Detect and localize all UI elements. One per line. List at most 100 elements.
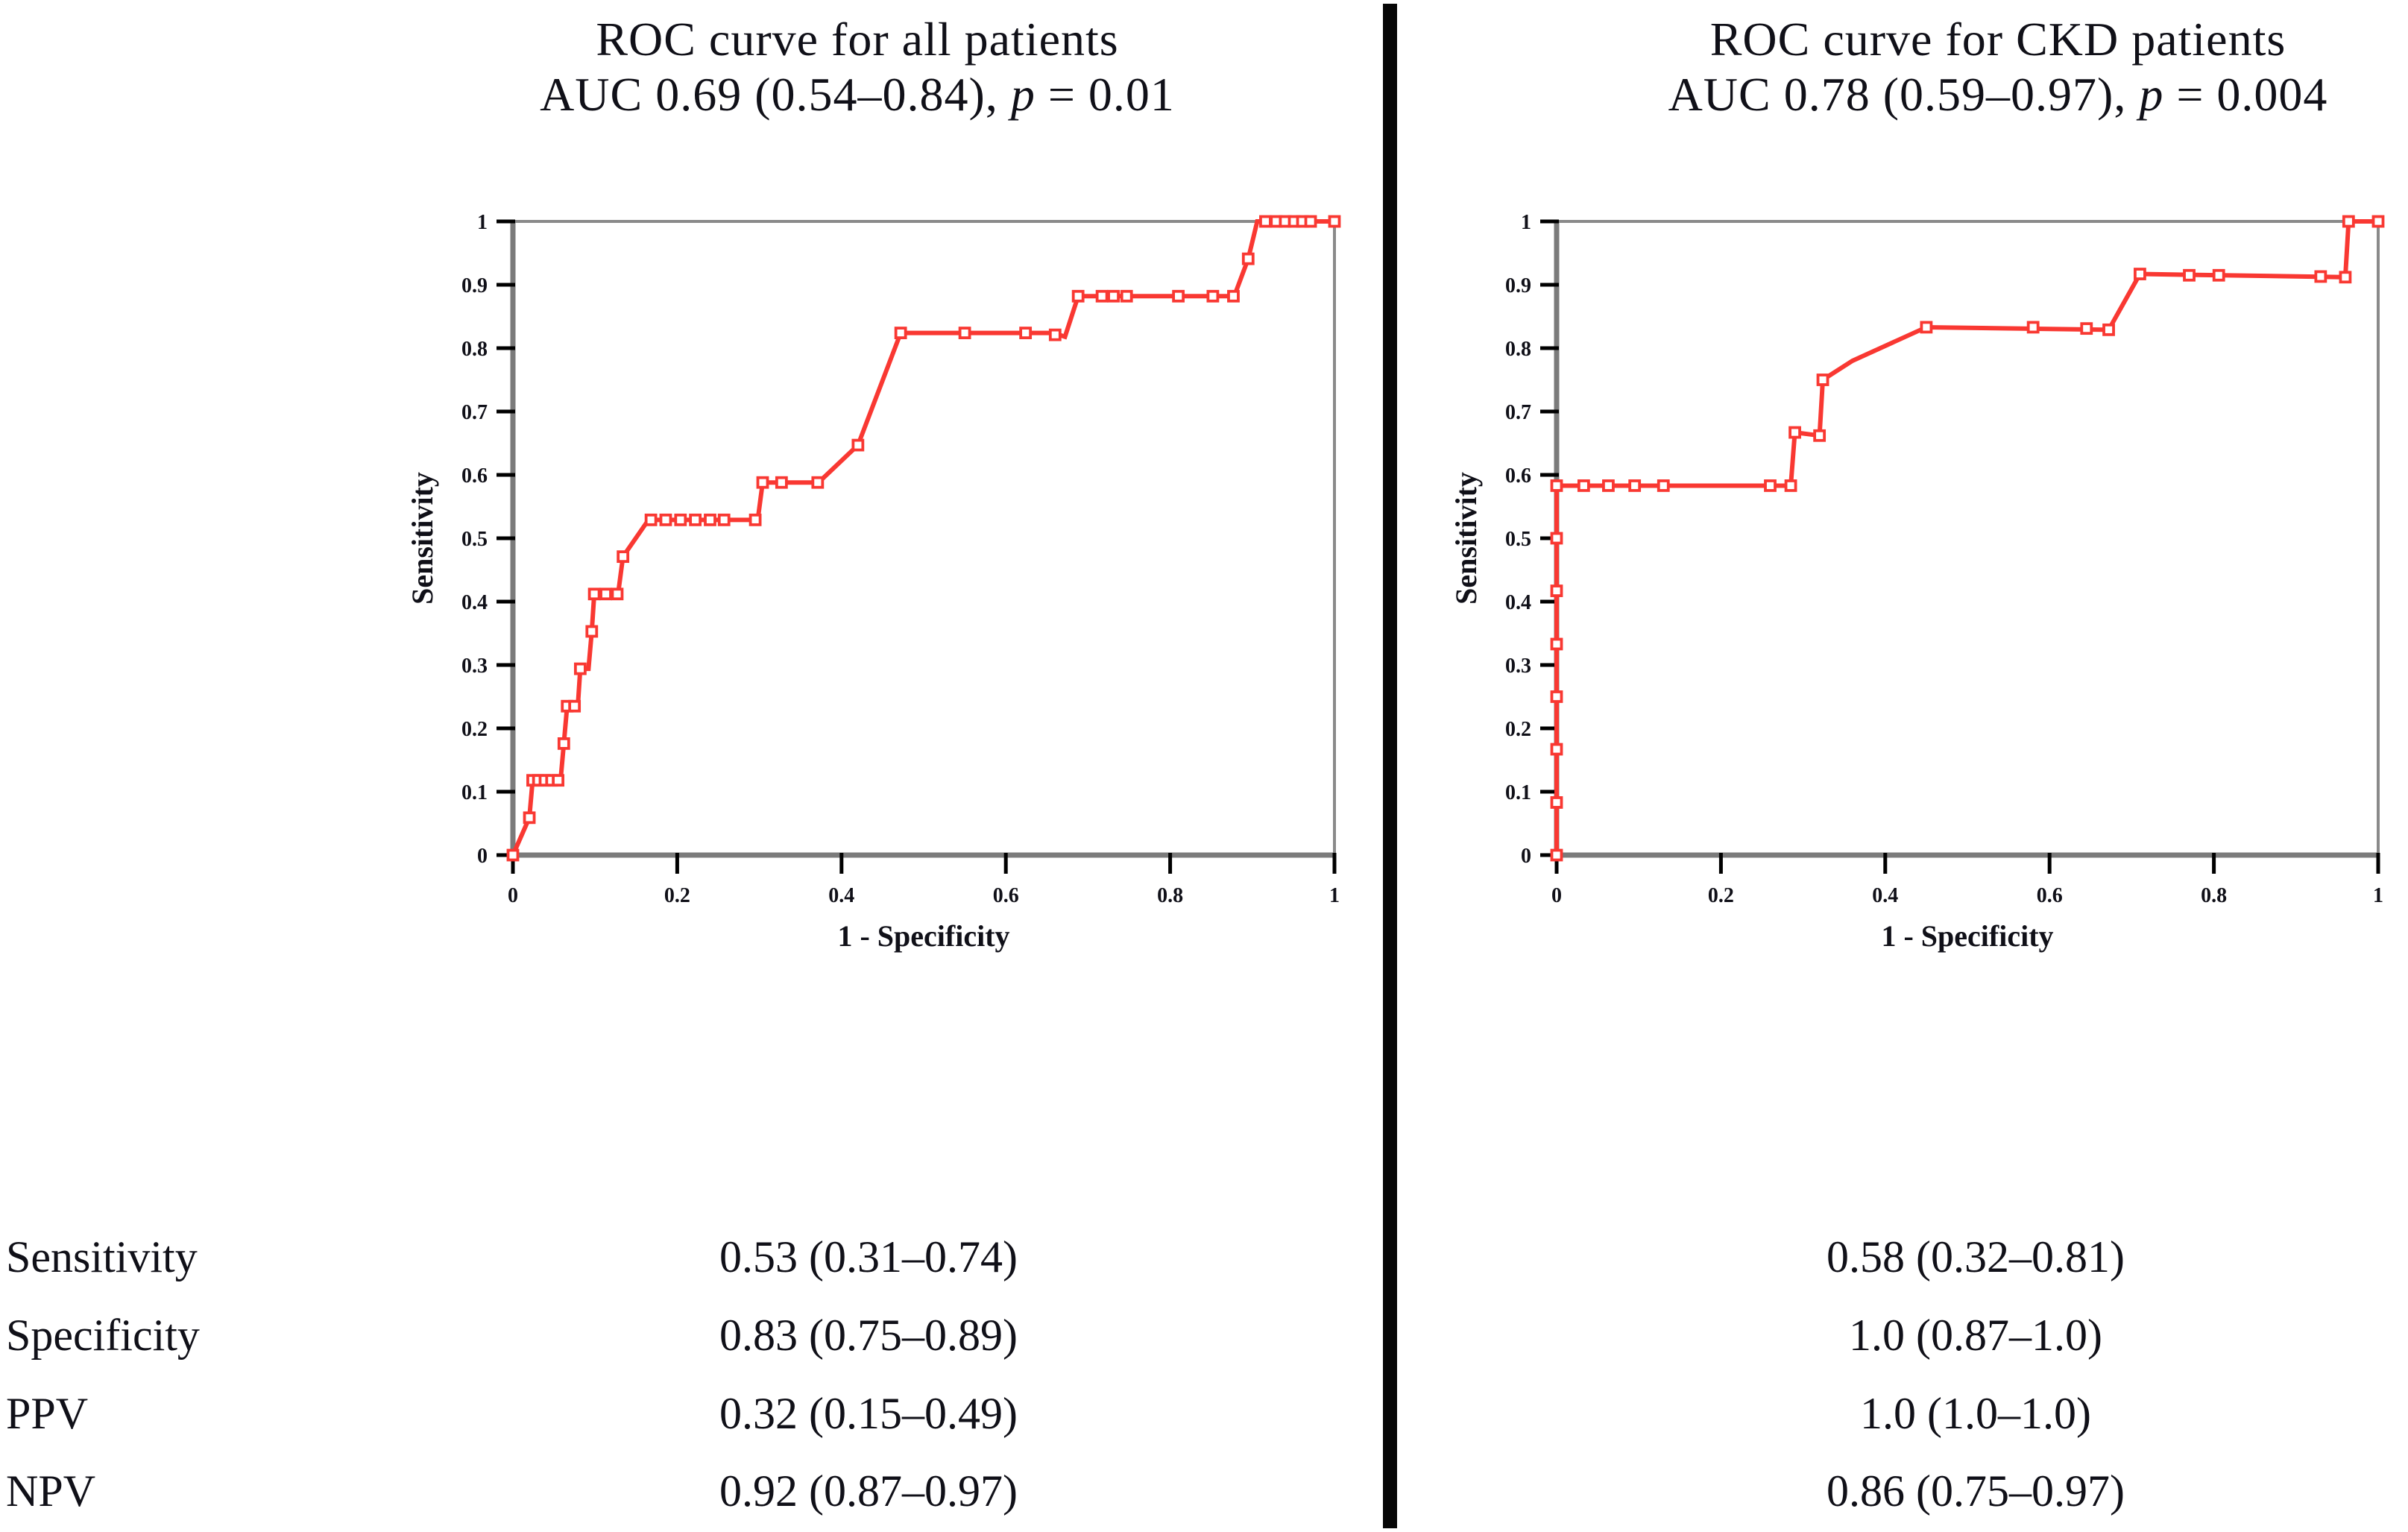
roc-marker: [2080, 322, 2093, 335]
roc-marker: [557, 737, 570, 750]
roc-marker: [1048, 328, 1062, 341]
stat-value-ckd-patients: 1.0 (0.87–1.0): [1849, 1311, 2102, 1360]
stat-value-all-patients: 0.92 (0.87–0.97): [719, 1466, 1018, 1516]
chart-title-line: ROC curve for all patients: [596, 13, 1119, 66]
roc-marker: [2183, 268, 2196, 282]
roc-marker: [1657, 479, 1670, 492]
y-tick-label: 0.7: [461, 401, 488, 424]
roc-marker: [1577, 479, 1590, 492]
p-value-text: = 0.004: [2163, 68, 2328, 121]
roc-marker: [2339, 271, 2352, 284]
roc-marker: [611, 587, 624, 601]
p-value-text: = 0.01: [1035, 68, 1175, 121]
roc-marker: [1816, 373, 1829, 386]
p-symbol: p: [2139, 68, 2164, 121]
roc-marker: [756, 476, 769, 489]
x-tick-label: 0.8: [1157, 884, 1183, 907]
y-tick-label: 0.3: [461, 655, 488, 678]
y-tick-label: 0.8: [461, 338, 488, 361]
panel-divider: [1383, 4, 1397, 1528]
stat-row-npv: NPV 0.92 (0.87–0.97) 0.86 (0.75–0.97): [0, 1464, 2408, 1524]
roc-marker: [523, 811, 536, 825]
chart-subtitle-line: AUC 0.78 (0.59–0.97), p = 0.004: [1569, 67, 2408, 122]
roc-marker: [1784, 479, 1797, 492]
roc-marker: [811, 476, 825, 489]
stat-value-all-patients: 0.83 (0.75–0.89): [719, 1311, 1018, 1360]
roc-marker: [775, 476, 788, 489]
roc-marker: [674, 513, 687, 526]
roc-marker: [1227, 289, 1240, 303]
chart-title-ckd-patients: ROC curve for CKD patients AUC 0.78 (0.5…: [1569, 12, 2408, 122]
roc-marker: [1241, 252, 1255, 265]
x-tick-label: 0.2: [664, 884, 690, 907]
stat-value-all-patients: 0.32 (0.15–0.49): [719, 1389, 1018, 1438]
stat-row-ppv: PPV 0.32 (0.15–0.49) 1.0 (1.0–1.0): [0, 1387, 2408, 1446]
roc-marker: [599, 587, 612, 601]
x-axis-label: 1 - Specificity: [837, 919, 1009, 953]
y-tick-label: 0.2: [461, 718, 488, 741]
chart-title-all-patients: ROC curve for all patients AUC 0.69 (0.5…: [313, 12, 1402, 122]
y-tick-label: 0.6: [461, 464, 488, 488]
y-tick-label: 0.7: [1505, 401, 1531, 424]
roc-marker: [2134, 268, 2146, 280]
x-tick-label: 1: [1329, 884, 1340, 907]
stat-label: NPV: [6, 1466, 96, 1516]
x-tick-label: 0.6: [993, 884, 1019, 907]
stat-value-all-patients: 0.53 (0.31–0.74): [719, 1232, 1018, 1282]
roc-marker: [1764, 479, 1777, 492]
roc-marker: [1813, 429, 1827, 442]
roc-marker: [659, 513, 672, 526]
roc-marker: [1107, 289, 1120, 303]
roc-marker: [1628, 479, 1642, 492]
roc-marker: [568, 699, 581, 713]
roc-marker: [1304, 215, 1317, 228]
x-tick-label: 1: [2373, 884, 2383, 907]
x-tick-label: 0: [508, 884, 518, 907]
roc-marker: [717, 513, 731, 526]
y-tick-label: 0: [1521, 845, 1531, 868]
auc-text: AUC 0.69 (0.54–0.84),: [540, 68, 1011, 121]
stat-label: PPV: [6, 1389, 89, 1438]
roc-marker: [1259, 215, 1272, 228]
roc-marker: [617, 550, 630, 564]
roc-marker: [1206, 289, 1220, 303]
x-tick-label: 0.8: [2201, 884, 2227, 907]
roc-marker: [1328, 215, 1341, 228]
roc-marker: [748, 513, 762, 526]
chart-title-line: ROC curve for CKD patients: [1709, 13, 2286, 66]
y-tick-label: 1: [477, 211, 488, 234]
stat-value-ckd-patients: 1.0 (1.0–1.0): [1860, 1389, 2091, 1438]
roc-marker: [1602, 479, 1615, 492]
roc-marker: [1550, 848, 1563, 862]
roc-marker: [958, 327, 971, 340]
y-tick-label: 0.8: [1505, 338, 1531, 361]
roc-marker: [1550, 637, 1563, 651]
y-axis-label: Sensitivity: [406, 472, 439, 605]
y-tick-label: 0.4: [1505, 591, 1531, 614]
roc-marker: [1550, 796, 1563, 809]
roc-marker: [1550, 479, 1563, 492]
roc-marker: [1550, 532, 1563, 545]
roc-curve: [1554, 219, 2378, 855]
roc-marker: [894, 327, 907, 340]
y-tick-label: 0.6: [1505, 464, 1531, 488]
y-tick-label: 0.5: [461, 528, 488, 551]
y-tick-label: 1: [1521, 211, 1531, 234]
roc-marker: [1920, 321, 1933, 334]
roc-marker: [1095, 289, 1109, 303]
y-tick-label: 0.1: [1505, 781, 1531, 804]
roc-marker: [851, 438, 865, 452]
y-tick-label: 0: [477, 845, 488, 868]
y-tick-label: 0.2: [1505, 718, 1531, 741]
roc-marker: [2026, 321, 2040, 334]
roc-marker: [2314, 270, 2327, 283]
roc-marker: [2342, 215, 2355, 228]
y-tick-label: 0.9: [461, 274, 488, 297]
roc-marker: [1550, 690, 1563, 703]
stat-value-ckd-patients: 0.86 (0.75–0.97): [1827, 1466, 2125, 1516]
roc-curve: [511, 219, 1334, 857]
roc-marker: [1019, 327, 1033, 340]
x-tick-label: 0.6: [2037, 884, 2063, 907]
y-tick-label: 0.4: [461, 591, 488, 614]
